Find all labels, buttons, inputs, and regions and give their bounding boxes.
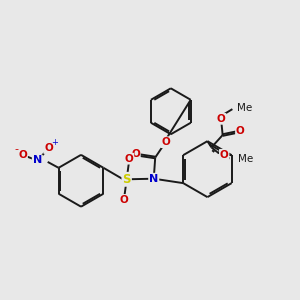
Text: O: O	[220, 150, 229, 160]
Text: N: N	[33, 155, 42, 166]
Text: O: O	[44, 143, 53, 153]
Text: O: O	[161, 137, 170, 147]
Text: O: O	[217, 114, 226, 124]
Text: -: -	[14, 144, 18, 154]
Text: O: O	[131, 149, 140, 159]
Text: +: +	[52, 138, 58, 147]
Text: Me: Me	[237, 103, 253, 113]
Text: O: O	[124, 154, 134, 164]
Text: S: S	[122, 173, 131, 186]
Text: O: O	[18, 150, 27, 160]
Text: N: N	[149, 174, 158, 184]
Text: O: O	[236, 126, 245, 136]
Text: O: O	[120, 195, 129, 205]
Text: Me: Me	[238, 154, 253, 164]
